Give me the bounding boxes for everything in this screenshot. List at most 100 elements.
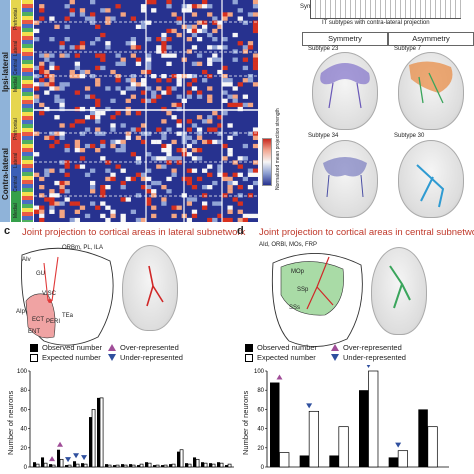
expected-bar bbox=[139, 463, 144, 468]
observed-bar bbox=[145, 462, 149, 467]
heatmap-cell bbox=[176, 123, 182, 128]
heatmap-cell bbox=[105, 168, 111, 173]
heatmap-cell bbox=[64, 197, 70, 202]
heatmap-cell bbox=[64, 189, 70, 194]
heatmap-cell bbox=[207, 164, 213, 169]
heatmap-cell bbox=[156, 37, 162, 42]
heatmap-cell bbox=[212, 28, 218, 34]
heatmap-cell bbox=[44, 53, 50, 58]
heatmap-cell bbox=[125, 135, 131, 140]
heatmap-cell bbox=[59, 201, 65, 206]
heatmap-cell bbox=[95, 115, 101, 120]
heatmap-cell bbox=[140, 185, 147, 190]
expected-bar bbox=[279, 452, 290, 468]
heatmap-cell bbox=[156, 94, 162, 99]
heatmap-cell bbox=[115, 74, 121, 79]
heatmap-cell bbox=[135, 45, 142, 50]
heatmap-cell bbox=[115, 86, 121, 91]
heatmap-cell bbox=[212, 37, 218, 42]
heatmap-cell bbox=[140, 20, 147, 25]
heatmap-cell bbox=[227, 209, 233, 214]
heatmap-cell bbox=[79, 69, 86, 75]
heatmap-cell bbox=[115, 53, 121, 58]
heatmap-cell bbox=[110, 172, 116, 177]
heatmap-cell bbox=[120, 213, 126, 219]
heatmap-cell bbox=[64, 82, 70, 87]
expected-bar bbox=[211, 463, 216, 468]
ipsi-side-bar bbox=[0, 0, 10, 110]
heatmap-cell bbox=[84, 143, 91, 149]
heatmap-cell bbox=[242, 45, 249, 50]
heatmap-cell bbox=[217, 57, 223, 62]
heatmap-cell bbox=[176, 16, 182, 21]
heatmap-cell bbox=[79, 74, 86, 79]
heatmap-cell bbox=[242, 176, 249, 182]
heatmap-cell bbox=[110, 123, 116, 128]
heatmap-cell bbox=[140, 98, 147, 103]
heatmap-cell bbox=[191, 24, 198, 29]
expected-bar bbox=[179, 449, 184, 468]
heatmap-cell bbox=[95, 119, 101, 124]
panel-c-title: Joint projection to cortical areas in la… bbox=[22, 227, 246, 238]
heatmap-cell bbox=[237, 185, 243, 190]
heatmap-cell bbox=[186, 49, 193, 54]
heatmap-cell bbox=[146, 152, 152, 157]
heatmap-cell bbox=[171, 168, 177, 173]
heatmap-cell bbox=[217, 172, 223, 177]
heatmap-cell bbox=[161, 53, 167, 58]
heatmap-cell bbox=[166, 152, 172, 157]
heatmap-cell bbox=[49, 209, 55, 214]
heatmap-cell bbox=[130, 78, 137, 83]
expected-bar bbox=[219, 462, 224, 468]
heatmap-cell bbox=[74, 119, 81, 124]
heatmap-cell bbox=[49, 78, 55, 83]
heatmap-cell bbox=[64, 24, 70, 29]
heatmap-cell bbox=[34, 94, 40, 99]
heatmap-cell bbox=[84, 69, 91, 75]
heatmap-cell bbox=[202, 193, 208, 198]
heatmap-cell bbox=[232, 49, 238, 54]
heatmap-cell bbox=[110, 209, 116, 214]
heatmap-cell bbox=[140, 139, 147, 145]
heatmap-cell bbox=[125, 78, 131, 83]
group-label-prefrontal-contra: Prefrontal bbox=[13, 118, 19, 140]
group-label-lateral-ipsi: Lateral bbox=[13, 40, 19, 56]
heatmap-cell bbox=[252, 0, 258, 5]
heatmap-cell bbox=[191, 12, 198, 17]
heatmap-cell bbox=[130, 45, 137, 50]
heatmap-cell bbox=[120, 185, 126, 190]
area-aiv: AIv bbox=[22, 257, 31, 263]
heatmap-cell bbox=[90, 74, 96, 79]
heatmap-cell bbox=[252, 127, 258, 132]
heatmap-cell bbox=[44, 57, 50, 62]
heatmap-cell bbox=[151, 0, 157, 5]
over-represented-marker bbox=[276, 374, 283, 380]
group-color-strip bbox=[11, 0, 21, 222]
heatmap-cell bbox=[140, 131, 147, 136]
heatmap-cell bbox=[90, 16, 96, 21]
heatmap-cell bbox=[39, 4, 45, 9]
observed-bar bbox=[153, 465, 157, 467]
heatmap-cell bbox=[69, 45, 75, 50]
heatmap-cell bbox=[196, 20, 203, 25]
under-represented-marker bbox=[73, 453, 80, 459]
heatmap-cell bbox=[120, 61, 126, 66]
contra-lateral-label: Contra-lateral bbox=[1, 147, 10, 200]
heatmap-cell bbox=[39, 102, 45, 108]
heatmap-cell bbox=[207, 217, 213, 222]
heatmap-cell bbox=[151, 213, 157, 219]
area-mop: MOp bbox=[291, 269, 305, 275]
heatmap-cell bbox=[110, 98, 116, 103]
heatmap-cell bbox=[64, 160, 70, 165]
heatmap-cell bbox=[161, 32, 167, 38]
heatmap-cell bbox=[74, 61, 81, 66]
heatmap-cell bbox=[140, 90, 147, 95]
heatmap-cell bbox=[146, 168, 152, 173]
heatmap-cell bbox=[161, 49, 167, 54]
heatmap-cell bbox=[217, 20, 223, 25]
heatmap-cell bbox=[166, 160, 172, 165]
heatmap-cell bbox=[237, 82, 243, 87]
heatmap-cell bbox=[54, 86, 60, 91]
heatmap-cell bbox=[151, 180, 157, 186]
heatmap-cell bbox=[140, 4, 147, 9]
